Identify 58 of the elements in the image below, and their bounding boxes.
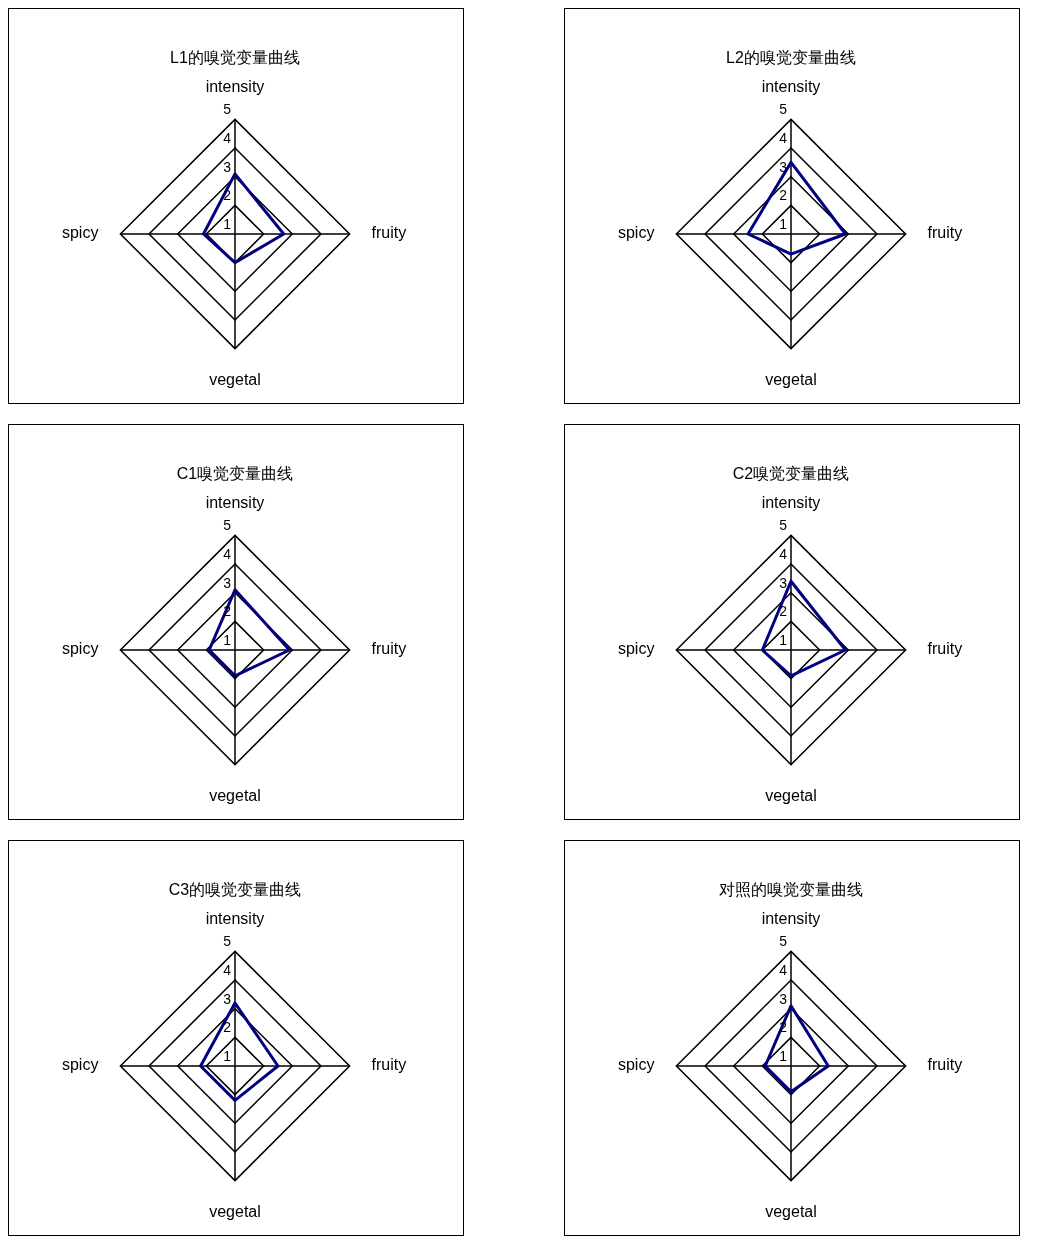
spoke-label: vegetal: [765, 370, 817, 388]
spoke-label: vegetal: [765, 1202, 817, 1220]
y-tick-label: 5: [779, 933, 788, 950]
y-tick-label: 4: [223, 545, 232, 562]
y-tick-label: 3: [779, 574, 788, 591]
y-tick-label: 4: [779, 129, 788, 146]
y-tick-label: 1: [779, 1047, 788, 1064]
spoke-label: spicy: [61, 1056, 99, 1074]
y-tick-label: 1: [223, 215, 232, 232]
spoke-label: fruity: [371, 640, 407, 658]
y-tick-label: 1: [223, 1047, 232, 1064]
y-tick-label: 2: [779, 603, 788, 620]
y-tick-label: 3: [223, 574, 232, 591]
y-tick-label: 5: [223, 933, 232, 950]
y-tick-label: 3: [223, 158, 232, 175]
spoke-label: spicy: [617, 224, 655, 242]
y-tick-label: 3: [779, 990, 788, 1007]
spoke-label: intensity: [761, 910, 821, 928]
spoke-label: intensity: [205, 910, 265, 928]
chart-title: C2嗅觉变量曲线: [732, 465, 850, 483]
spoke-label: spicy: [617, 1056, 655, 1074]
chart-title: L1的嗅觉变量曲线: [170, 49, 300, 67]
y-tick-label: 4: [223, 129, 232, 146]
spoke-label: fruity: [927, 640, 963, 658]
spoke-label: vegetal: [765, 786, 817, 804]
spoke-label: vegetal: [209, 370, 261, 388]
spoke-label: intensity: [205, 494, 265, 512]
spoke-label: intensity: [761, 78, 821, 96]
y-tick-label: 4: [223, 961, 232, 978]
y-tick-label: 1: [779, 215, 788, 232]
y-tick-label: 4: [779, 545, 788, 562]
spoke-label: fruity: [927, 224, 963, 242]
spoke-label: intensity: [761, 494, 821, 512]
y-tick-label: 5: [223, 101, 232, 118]
spoke-label: fruity: [927, 1056, 963, 1074]
y-tick-label: 2: [779, 187, 788, 204]
y-tick-label: 2: [223, 187, 232, 204]
y-tick-label: 5: [779, 101, 788, 118]
spoke-label: fruity: [371, 1056, 407, 1074]
y-tick-label: 4: [779, 961, 788, 978]
y-tick-label: 3: [779, 158, 788, 175]
y-tick-label: 1: [779, 631, 788, 648]
spoke-label: spicy: [61, 224, 99, 242]
spoke-label: fruity: [371, 224, 407, 242]
y-tick-label: 5: [223, 517, 232, 534]
y-tick-label: 2: [223, 1019, 232, 1036]
spoke-label: spicy: [617, 640, 655, 658]
y-tick-label: 3: [223, 990, 232, 1007]
chart-title: C1嗅觉变量曲线: [176, 465, 294, 483]
chart-title: C3的嗅觉变量曲线: [168, 881, 302, 899]
spoke-label: intensity: [205, 78, 265, 96]
chart-title: 对照的嗅觉变量曲线: [719, 881, 863, 899]
y-tick-label: 5: [779, 517, 788, 534]
spoke-label: spicy: [61, 640, 99, 658]
spoke-label: vegetal: [209, 1202, 261, 1220]
chart-title: L2的嗅觉变量曲线: [726, 49, 856, 67]
y-tick-label: 1: [223, 631, 232, 648]
spoke-label: vegetal: [209, 786, 261, 804]
